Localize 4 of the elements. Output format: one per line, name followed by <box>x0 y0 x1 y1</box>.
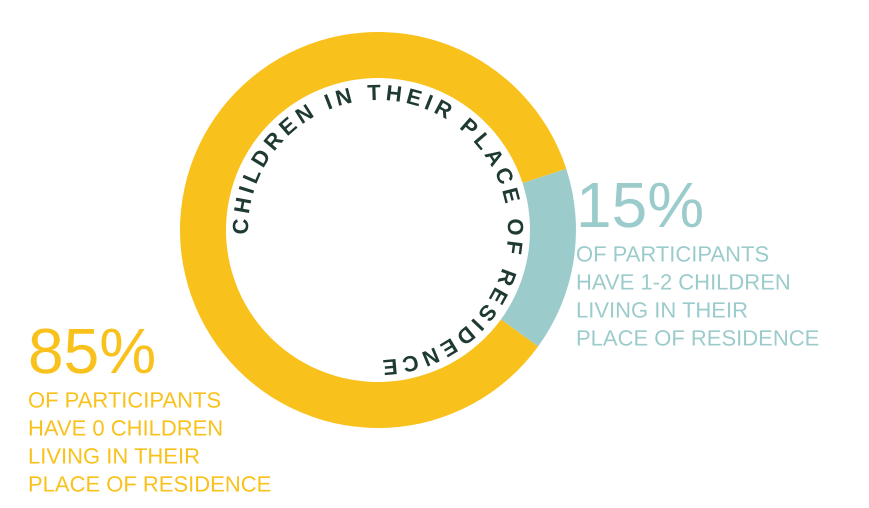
data-label: 85% <box>28 315 156 387</box>
slice-label: OF PARTICIPANTS HAVE 1-2 CHILDREN LIVING IN THEIR PLACE OF RESIDENCE <box>576 242 820 350</box>
data-label: 15% <box>576 169 704 241</box>
slice-label: OF PARTICIPANTS HAVE 0 CHILDREN LIVING IN THEIR PLACE OF RESIDENCE <box>28 388 272 496</box>
